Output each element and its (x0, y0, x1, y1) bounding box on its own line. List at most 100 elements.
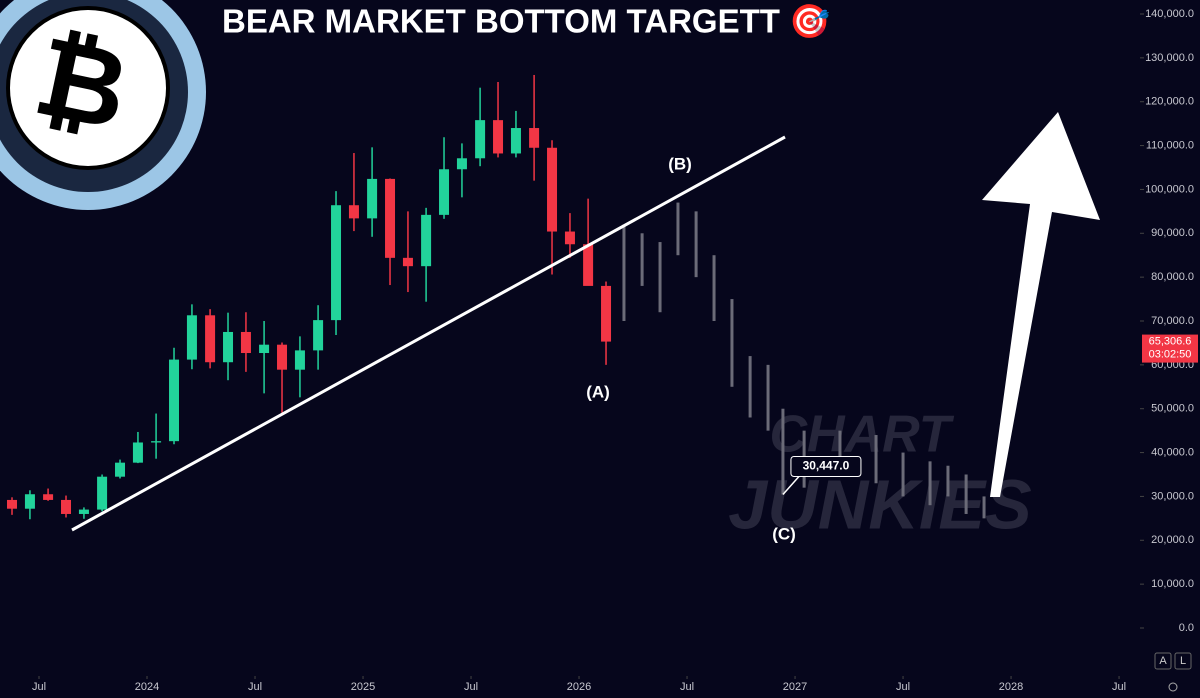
target-label: 30,447.0 (803, 459, 850, 473)
x-tick-label: Jul (680, 681, 694, 693)
candle-body (402, 257, 413, 267)
projection-bar (748, 356, 752, 418)
candle-body (259, 344, 270, 354)
candle-body (223, 331, 234, 363)
chart-title: BEAR MARKET BOTTOM TARGETT 🎯 (222, 3, 830, 40)
annotation: (C) (772, 524, 796, 543)
candle-body (475, 120, 486, 159)
candle-body (277, 344, 288, 370)
candle-body (97, 476, 108, 510)
projection-bar (964, 474, 968, 514)
candle-body (601, 285, 612, 342)
y-tick-label: 130,000.0 (1145, 52, 1194, 64)
x-tick-label: Jul (248, 681, 262, 693)
trend-line (71, 135, 786, 532)
candle-body (313, 320, 324, 351)
x-tick-label: 2028 (999, 681, 1023, 693)
candle-body (331, 205, 342, 321)
button-label[interactable]: A (1159, 655, 1167, 667)
price-tag (1142, 334, 1198, 363)
controls: A L (1154, 652, 1192, 692)
button-label[interactable]: L (1180, 655, 1186, 667)
candle-body (240, 331, 251, 354)
settings-icon[interactable] (1168, 682, 1178, 692)
countdown: 03:02:50 (1149, 348, 1192, 360)
projection-bar (928, 461, 932, 506)
y-tick-label: 70,000.0 (1151, 315, 1194, 327)
candle-body (385, 178, 396, 258)
candle-body (205, 315, 216, 363)
y-tick-label: 40,000.0 (1151, 446, 1194, 458)
candle-body (169, 359, 180, 442)
projection-bar (874, 435, 878, 484)
x-tick-label: 2025 (351, 681, 375, 693)
candle-body (186, 315, 197, 360)
candle-body (493, 120, 504, 154)
target-pointer (782, 475, 800, 495)
y-tick-label: 110,000.0 (1146, 139, 1194, 151)
candle-body (456, 158, 467, 170)
x-tick-label: Jul (464, 681, 478, 693)
x-tick-label: Jul (32, 681, 46, 693)
candle-body (564, 231, 575, 245)
projection-bar (838, 430, 842, 475)
annotation: (B) (668, 154, 692, 173)
projection-bar (982, 496, 986, 519)
projection-bar (766, 364, 770, 431)
target-box (790, 455, 862, 477)
y-tick-label: 30,000.0 (1151, 490, 1194, 502)
y-tick-label: 80,000.0 (1151, 271, 1194, 283)
projection-bar (676, 202, 680, 256)
projection-bar (622, 224, 626, 321)
candle-body (439, 169, 450, 215)
candle-body (132, 442, 143, 463)
projection-bar (730, 299, 734, 387)
projection-bar (640, 233, 644, 286)
projection-bar (712, 255, 716, 321)
candle-body (24, 494, 35, 509)
projection-bar (781, 408, 785, 495)
candle-body (529, 128, 540, 148)
candle-body (43, 494, 54, 500)
up-arrow (982, 112, 1100, 497)
projection-bar (946, 465, 950, 497)
y-tick-label: 50,000.0 (1151, 403, 1194, 415)
x-tick-label: Jul (896, 681, 910, 693)
y-tick-label: 20,000.0 (1151, 534, 1194, 546)
bitcoin-logo: ₿ (0, 0, 206, 210)
candle-body (61, 499, 72, 514)
y-tick-label: 90,000.0 (1151, 227, 1194, 239)
projection-bar (901, 452, 905, 497)
button[interactable] (1174, 652, 1192, 670)
watermark-text: JUNKIES (728, 465, 1031, 543)
watermark-text: CHART (769, 406, 954, 464)
plot (7, 74, 986, 520)
y-tick-label: 0.0 (1179, 622, 1194, 634)
candle-body (151, 441, 162, 443)
y-tick-label: 10,000.0 (1151, 578, 1194, 590)
x-tick-label: 2027 (783, 681, 807, 693)
annotation: (A) (586, 382, 610, 401)
projection-bar (658, 242, 662, 313)
candle-body (367, 178, 378, 219)
x-tick-label: 2026 (567, 681, 591, 693)
x-tick-label: Jul (1112, 681, 1126, 693)
right-axis: 0.0 10,000.0 20,000.0 30,000.0 40,000.0 50,00… (1140, 8, 1194, 634)
candle-body (547, 147, 558, 232)
button[interactable] (1154, 652, 1172, 670)
y-tick-label: 140,000.0 (1145, 8, 1194, 20)
x-tick-label: 2024 (135, 681, 159, 693)
price-tag-label: 65,306.6 (1149, 335, 1192, 347)
candle-body (115, 462, 126, 477)
y-tick-label: 120,000.0 (1145, 96, 1194, 108)
candle-body (510, 128, 521, 154)
candle-body (7, 499, 18, 509)
y-tick-label: 100,000.0 (1145, 183, 1194, 195)
projection-bar (694, 211, 698, 278)
candle-body (348, 205, 359, 219)
candle-body (421, 214, 432, 267)
candle-body (583, 244, 594, 286)
candle-body (78, 509, 89, 514)
watermark: CHART JUNKIES (728, 406, 1031, 544)
